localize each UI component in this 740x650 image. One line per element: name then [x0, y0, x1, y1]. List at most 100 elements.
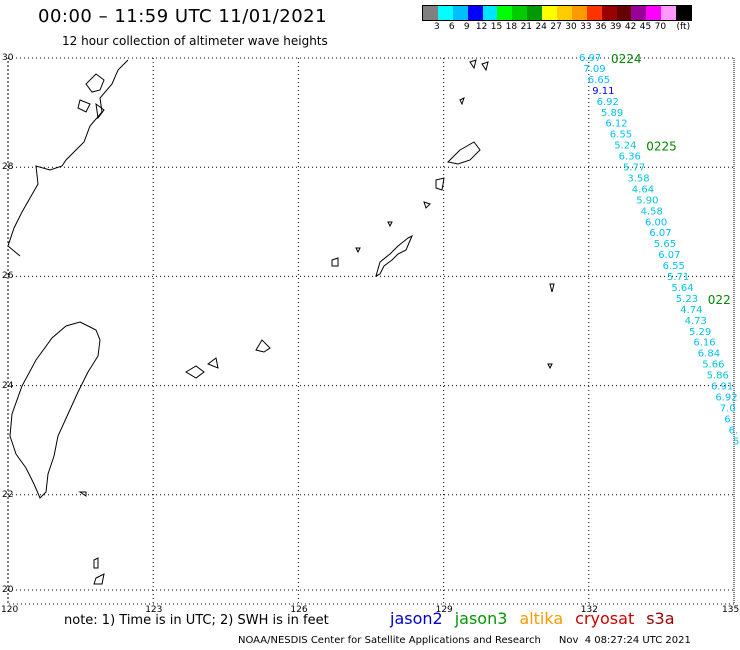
- colorbar-label: 12: [475, 22, 488, 32]
- wave-height-label: 6.84: [698, 349, 720, 360]
- wave-height-label: 5.23: [676, 294, 698, 305]
- colorbar-label: 45: [639, 22, 652, 32]
- yaeyama-islands: [185, 339, 271, 379]
- wave-height-label: 6.91: [711, 382, 733, 393]
- wave-height-label: 5.77: [623, 163, 645, 174]
- wave-height-label: 6.55: [663, 261, 685, 272]
- colorbar-cell: [601, 6, 617, 20]
- wave-height-label: 6.00: [645, 217, 667, 228]
- colorbar-cell: [631, 6, 647, 20]
- colorbar-cell: [512, 6, 528, 20]
- footer: NOAA/NESDIS Center for Satellite Applica…: [238, 635, 691, 646]
- wave-height-label: 6.: [729, 425, 739, 436]
- wave-height-colorbar: [422, 5, 693, 21]
- colorbar-cell: [527, 6, 543, 20]
- longitude-tick-label: 129: [435, 605, 453, 615]
- colorbar-label: 39: [609, 22, 622, 32]
- satellite-legend: jason2 jason3 altika cryosat s3a: [390, 609, 687, 628]
- longitude-tick-label: 132: [580, 605, 598, 615]
- wave-height-label: 6.07: [658, 250, 680, 261]
- colorbar-cell: [661, 6, 677, 20]
- latitude-tick-label: 30: [2, 53, 14, 63]
- lat-lon-grid: [7, 57, 735, 605]
- wave-height-label: 6.12: [605, 119, 627, 130]
- colorbar-label: 36: [595, 22, 607, 32]
- southern-islets: [78, 491, 105, 585]
- wave-height-label: 5.90: [636, 195, 658, 206]
- wave-height-label: 6.36: [619, 152, 641, 163]
- wave-height-label: 5.65: [654, 239, 676, 250]
- colorbar-label: 15: [490, 22, 503, 32]
- china-coast: [7, 59, 129, 257]
- wave-height-label: 5.89: [601, 108, 623, 119]
- wave-height-label: 7.0: [720, 403, 736, 414]
- colorbar-cell: [571, 6, 587, 20]
- wave-height-label: 5.86: [707, 371, 729, 382]
- colorbar-cell: [557, 6, 572, 20]
- wave-height-label: 6.55: [610, 130, 632, 141]
- colorbar-label: 27: [550, 22, 562, 32]
- colorbar-cell: [437, 6, 453, 20]
- wave-height-label: 9.11: [592, 86, 614, 97]
- altimeter-track: 6.977.096.659.116.925.896.126.555.246.36…: [579, 52, 739, 447]
- pass-time-label: 0225: [646, 140, 677, 154]
- units-note: note: 1) Time is in UTC; 2) SWH is in fe…: [64, 613, 329, 628]
- yakushima: [459, 59, 489, 106]
- satellite-name: jason2: [390, 609, 443, 628]
- colorbar-cell: [482, 6, 498, 20]
- wave-height-label: 5.24: [614, 141, 636, 152]
- wave-height-label: 4.73: [685, 316, 707, 327]
- wave-height-label: 4.64: [632, 184, 654, 195]
- pass-time-label: 022: [708, 293, 731, 307]
- wave-height-label: 5.71: [667, 272, 689, 283]
- colorbar-cell: [452, 6, 468, 20]
- colorbar-label: 70: [654, 22, 667, 32]
- colorbar-cell: [467, 6, 483, 20]
- colorbar-cell: [497, 6, 513, 20]
- coastlines: [7, 59, 555, 585]
- footer-date: Nov 4 08:27:24 UTC 2021: [558, 635, 691, 646]
- wave-height-label: 5.66: [702, 360, 724, 371]
- longitude-tick-label: 120: [1, 605, 19, 615]
- satellite-name: cryosat: [575, 609, 635, 628]
- colorbar-labels: 3 6 9 12 15 18 21 24 27 30 33 36 39 42 45 70 (ft): [422, 22, 740, 34]
- wave-height-label: 7.09: [583, 64, 605, 75]
- wave-height-label: 4.74: [680, 305, 702, 316]
- colorbar-label: 18: [505, 22, 518, 32]
- wave-height-label: 5.64: [671, 283, 693, 294]
- wave-height-label: 5.29: [689, 327, 711, 338]
- taiwan-coast: [9, 321, 101, 499]
- wave-height-label: 6.92: [597, 97, 619, 108]
- satellite-name: s3a: [646, 609, 675, 628]
- wave-height-label: 6.: [724, 414, 734, 425]
- satellite-name: altika: [519, 609, 564, 628]
- colorbar-cell: [646, 6, 662, 20]
- latitude-tick-label: 28: [2, 162, 14, 173]
- longitude-tick-label: 123: [145, 605, 163, 615]
- colorbar-cell: [542, 6, 558, 20]
- map-subtitle: 12 hour collection of altimeter wave hei…: [62, 34, 328, 48]
- colorbar-cell: [586, 6, 602, 20]
- colorbar-label: 30: [565, 22, 577, 32]
- wave-height-label: 3.58: [627, 173, 649, 184]
- colorbar-label: 6: [448, 22, 455, 32]
- amami-islands: [423, 141, 481, 209]
- kerama-islands: [331, 221, 393, 267]
- wave-height-label: 4.58: [641, 206, 663, 217]
- colorbar-label: 42: [624, 22, 637, 32]
- wave-height-label: 6.92: [715, 392, 737, 403]
- daito-islands: [547, 283, 555, 370]
- colorbar-label: 3: [434, 22, 440, 32]
- longitude-tick-label: 135: [722, 605, 740, 615]
- latitude-tick-label: 26: [2, 271, 14, 282]
- latitude-tick-label: 24: [2, 380, 14, 391]
- latitude-tick-label: 22: [2, 489, 14, 500]
- wave-height-label: 6.65: [588, 75, 610, 86]
- zhoushan-islands: [77, 73, 105, 120]
- satellite-name: jason3: [454, 609, 508, 628]
- colorbar-cell: [616, 6, 632, 20]
- okinawa-island: [375, 234, 413, 277]
- wave-height-label: 6.97: [579, 53, 601, 64]
- colorbar-label: 33: [580, 22, 592, 32]
